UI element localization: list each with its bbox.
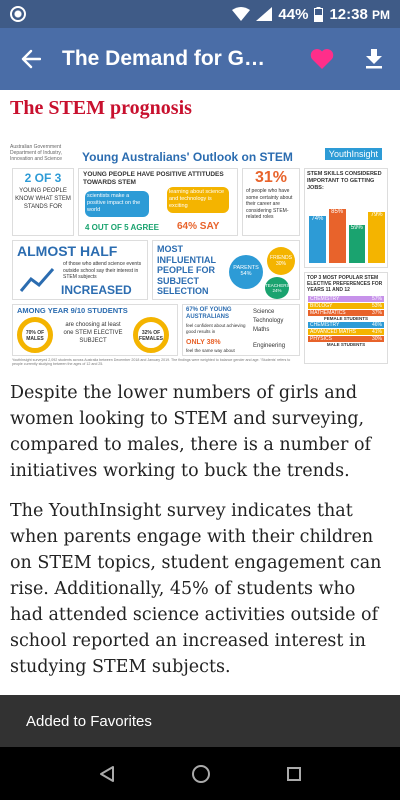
clock: 12:38 PM bbox=[329, 5, 390, 23]
snackbar: Added to Favorites bbox=[0, 695, 400, 747]
skill-bar-t: 85% bbox=[328, 208, 346, 263]
positive-attitudes: YOUNG PEOPLE HAVE POSITIVE ATTITUDES TOW… bbox=[78, 168, 238, 236]
skill-bar-m: 79% bbox=[368, 212, 385, 263]
status-bar: 44% 12:38 PM bbox=[0, 0, 400, 28]
stat-31: 31% of people who have some certainty ab… bbox=[242, 168, 300, 236]
influential-people: MOST INFLUENTIAL PEOPLE FOR SUBJECT SELE… bbox=[152, 240, 300, 300]
back-button[interactable] bbox=[0, 28, 62, 90]
battery-icon bbox=[314, 6, 324, 22]
battery-text: 44% bbox=[278, 5, 309, 23]
article-paragraph: The YouthInsight survey indicates that w… bbox=[10, 501, 382, 677]
heart-icon bbox=[310, 49, 334, 69]
gov-logo: Australian Government Department of Indu… bbox=[10, 144, 62, 162]
confidence: 67% OF YOUNG AUSTRALIANS feel confident … bbox=[182, 304, 300, 356]
app-bar: The Demand for G… bbox=[0, 28, 400, 90]
infographic-footnote: YouthInsight surveyed 2,092 students acr… bbox=[12, 358, 291, 367]
stat-2-of-3: 2 OF 3 YOUNG PEOPLE KNOW WHAT STEM STAND… bbox=[12, 168, 74, 236]
nav-home-icon[interactable] bbox=[191, 764, 211, 784]
nav-recents-icon[interactable] bbox=[286, 766, 302, 782]
snackbar-message: Added to Favorites bbox=[26, 712, 152, 730]
section-heading: The STEM prognosis bbox=[10, 97, 192, 119]
infographic-image: Australian Government Department of Indu… bbox=[10, 138, 390, 370]
article-content[interactable]: The STEM prognosis Australian Government… bbox=[0, 90, 400, 695]
infographic-title: Young Australians' Outlook on STEM bbox=[82, 150, 293, 164]
arrow-back-icon bbox=[21, 49, 41, 69]
favorite-button[interactable] bbox=[296, 28, 348, 90]
skill-bar-e: 59% bbox=[348, 225, 366, 263]
article-paragraph: Despite the lower numbers of girls and w… bbox=[10, 383, 371, 481]
skills-chart: STEM SKILLS CONSIDERED IMPORTANT TO GETT… bbox=[304, 168, 388, 268]
page-title: The Demand for G… bbox=[62, 47, 266, 70]
year-9-10: AMONG YEAR 9/10 STUDENTS 70% OF MALES ar… bbox=[12, 304, 178, 356]
skill-bar-s: 74% bbox=[309, 215, 326, 263]
download-icon bbox=[366, 49, 382, 69]
almost-half: ALMOST HALF of those who attend science … bbox=[12, 240, 148, 300]
system-nav-bar bbox=[0, 747, 400, 800]
download-button[interactable] bbox=[348, 28, 400, 90]
nav-back-icon[interactable] bbox=[98, 765, 116, 783]
brand-badge: YouthInsight bbox=[324, 148, 382, 160]
wifi-icon bbox=[232, 7, 251, 21]
notification-icon bbox=[10, 6, 26, 22]
top-3-electives: TOP 3 MOST POPULAR STEM ELECTIVE PREFERE… bbox=[304, 272, 388, 364]
signal-icon bbox=[256, 7, 273, 21]
